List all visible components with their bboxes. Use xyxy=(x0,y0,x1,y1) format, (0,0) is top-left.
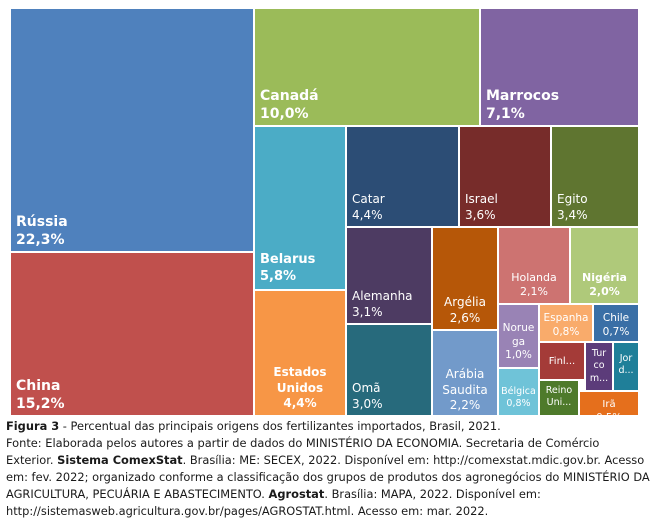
tile-value-label: 4,4% xyxy=(352,207,383,222)
tile-label: Jor d... xyxy=(618,353,634,377)
figure-label: Figura 3 xyxy=(6,419,60,433)
treemap-tile-belgica: Bélgica 0,8% xyxy=(498,368,539,416)
tile-value-label: 0,8% xyxy=(552,325,580,338)
treemap-tile-arabia-saudita: Arábia Saudita 2,2% xyxy=(432,330,498,416)
tile-label: Marrocos xyxy=(486,88,560,104)
tile-value-label: 22,3% xyxy=(16,232,65,249)
tile-label: Omã xyxy=(352,381,381,395)
treemap-tile-china: China 15,2% xyxy=(10,252,254,416)
tile-label: Alemanha xyxy=(352,289,413,303)
treemap-tile-marrocos: Marrocos 7,1% xyxy=(480,8,639,126)
tile-value-label: 3,4% xyxy=(557,207,588,222)
treemap-tile-belarus: Belarus 5,8% xyxy=(254,126,346,290)
treemap-tile-egito: Egito 3,4% xyxy=(551,126,639,227)
figure-source: Fonte: Elaborada pelos autores a partir … xyxy=(6,435,650,520)
treemap-tile-catar: Catar 4,4% xyxy=(346,126,459,227)
tile-label: Rússia xyxy=(16,214,68,230)
source-text-2: . Brasília: ME: SECEX, 2022. Disponível … xyxy=(6,453,650,501)
treemap-tile-israel: Israel 3,6% xyxy=(459,126,551,227)
tile-label: Reino Uni... xyxy=(545,385,573,409)
treemap-tile-chile: Chile 0,7% xyxy=(593,304,639,342)
treemap-tile-finl: Finl... xyxy=(539,342,585,380)
tile-value-label: 3,1% xyxy=(352,304,383,319)
source-text-3: . Brasília: MAPA, 2022. Disponível em: h… xyxy=(6,487,541,518)
treemap-tile-reino-uni: Reino Uni... xyxy=(539,380,579,416)
tile-value-label: 7,1% xyxy=(486,106,525,123)
tile-value-label: 2,0% xyxy=(589,285,620,299)
tile-label: Espanha xyxy=(543,312,589,324)
treemap-tile-canada: Canadá 10,0% xyxy=(254,8,480,126)
tile-value-label: 5,8% xyxy=(260,268,297,284)
tile-value-label: 2,6% xyxy=(449,310,481,325)
treemap-chart: Rússia 22,3% China 15,2% Canadá 10,0% Marrocos… xyxy=(10,8,639,416)
figure-text: - Percentual das principais origens dos … xyxy=(59,419,501,433)
treemap-tile-jor-d: Jor d... xyxy=(613,342,639,391)
tile-label: Argélia xyxy=(444,295,486,309)
tile-value-label: 2,1% xyxy=(520,285,548,299)
source-bold-2: Agrostat xyxy=(268,487,325,501)
tile-label: Holanda xyxy=(511,271,557,284)
tile-label: Egito xyxy=(557,192,588,206)
tile-value-label: 1,0% xyxy=(505,349,532,362)
tile-label: Norue ga xyxy=(502,322,535,348)
tile-value-label: 0,8% xyxy=(506,398,531,410)
tile-label: Finl... xyxy=(548,356,576,367)
treemap-tile-espanha: Espanha 0,8% xyxy=(539,304,593,342)
source-text-1: Fonte: Elaborada pelos autores a partir … xyxy=(6,436,600,467)
treemap-tile-estados-unidos: Estados Unidos 4,4% xyxy=(254,290,346,416)
tile-value-label: 4,4% xyxy=(283,396,317,411)
treemap-tile-alemanha: Alemanha 3,1% xyxy=(346,227,432,324)
tile-label: Canadá xyxy=(260,88,319,104)
tile-value-label: 3,0% xyxy=(352,396,383,411)
tile-label: Irã xyxy=(602,399,616,410)
tile-label: Catar xyxy=(352,192,385,206)
tile-label: Belarus xyxy=(260,252,316,267)
tile-label: Arábia Saudita xyxy=(442,367,488,397)
source-bold-1: Sistema ComexStat xyxy=(57,453,183,467)
tile-value-label: 2,2% xyxy=(449,398,481,413)
tile-label: Estados Unidos xyxy=(273,365,327,395)
treemap-tile-argelia: Argélia 2,6% xyxy=(432,227,498,330)
tile-label: Nigéria xyxy=(582,271,627,284)
tile-label: Israel xyxy=(465,192,498,206)
figure-title: Figura 3 - Percentual das principais ori… xyxy=(6,418,650,435)
tile-value-label: 3,6% xyxy=(465,207,496,222)
tile-label: Bélgica xyxy=(501,386,536,397)
tile-label: Tur co m... xyxy=(589,348,609,384)
treemap-tile-nigeria: Nigéria 2,0% xyxy=(570,227,639,304)
treemap-tile-oma: Omã 3,0% xyxy=(346,324,432,416)
tile-label: Chile xyxy=(602,312,630,324)
tile-value-label: 10,0% xyxy=(260,106,309,123)
tile-value-label: 0,5% xyxy=(581,411,637,415)
figure-caption: Figura 3 - Percentual das principais ori… xyxy=(6,418,650,520)
treemap-tile-tur-co-m: Tur co m... xyxy=(585,342,613,391)
tile-value-label: 0,7% xyxy=(602,325,630,338)
tile-value-label: 15,2% xyxy=(16,396,65,413)
tile-label: China xyxy=(16,378,61,394)
treemap-tile-norue-ga: Norue ga 1,0% xyxy=(498,304,539,368)
treemap-tile-russia: Rússia 22,3% xyxy=(10,8,254,252)
treemap-tile-holanda: Holanda 2,1% xyxy=(498,227,570,304)
